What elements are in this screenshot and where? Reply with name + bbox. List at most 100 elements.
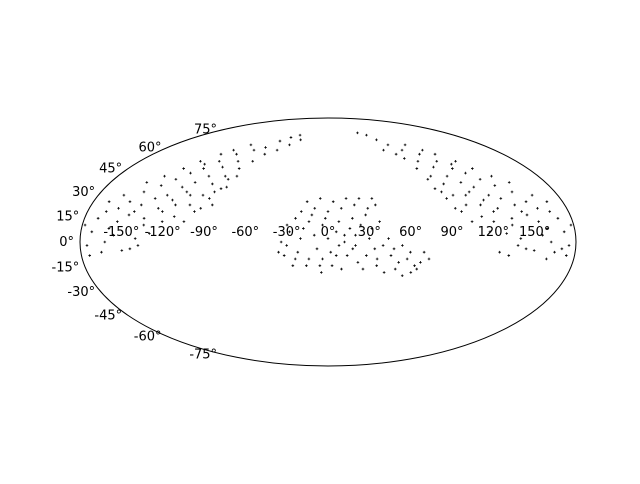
x-tick-label: -150° — [103, 225, 139, 240]
data-point — [139, 203, 143, 207]
data-point — [560, 247, 564, 251]
data-point — [370, 197, 374, 200]
data-point — [368, 237, 371, 240]
data-point — [278, 139, 282, 143]
data-point — [386, 143, 390, 147]
data-point — [548, 210, 552, 213]
data-point — [389, 254, 393, 257]
data-point — [415, 167, 419, 170]
data-point — [211, 182, 214, 186]
data-point — [479, 203, 482, 207]
data-point — [519, 237, 523, 240]
data-point — [182, 167, 185, 170]
data-point — [545, 200, 549, 203]
data-point — [387, 237, 390, 240]
data-point — [334, 254, 338, 257]
data-point — [282, 254, 286, 257]
data-point — [330, 264, 334, 268]
data-point — [510, 190, 514, 194]
data-point — [296, 250, 300, 254]
data-point — [312, 233, 316, 237]
data-point — [354, 233, 357, 237]
data-point — [104, 210, 108, 213]
data-point — [345, 254, 349, 257]
data-point — [401, 244, 404, 247]
data-point — [381, 244, 385, 247]
data-point — [85, 244, 89, 247]
data-point — [337, 220, 341, 223]
data-point — [496, 206, 500, 210]
data-point — [464, 203, 468, 207]
data-point — [397, 261, 400, 264]
data-point — [365, 254, 368, 257]
data-point — [569, 223, 573, 227]
data-point — [203, 162, 206, 166]
data-point — [320, 271, 323, 274]
data-point — [453, 206, 457, 210]
x-tick-label: -90° — [190, 225, 218, 240]
data-point — [351, 216, 354, 220]
data-point — [210, 203, 214, 207]
data-point — [510, 216, 514, 220]
data-point — [279, 240, 283, 244]
data-point — [96, 216, 100, 220]
data-point — [418, 152, 421, 156]
data-point — [153, 197, 157, 200]
data-point — [472, 185, 476, 189]
data-point — [288, 230, 291, 234]
data-point — [471, 167, 474, 170]
data-point — [429, 174, 433, 178]
y-tick-label: 30° — [72, 185, 95, 200]
data-point — [133, 210, 136, 213]
data-point — [307, 220, 311, 223]
data-point — [185, 190, 189, 194]
data-point — [524, 247, 528, 251]
data-point — [226, 177, 230, 181]
y-tick-label: 75° — [194, 123, 217, 138]
data-point — [343, 233, 346, 237]
y-tick-label: -45° — [94, 308, 122, 323]
data-point — [107, 227, 111, 230]
data-point — [409, 250, 412, 254]
data-point — [305, 264, 308, 268]
data-point — [498, 250, 501, 254]
x-tick-label: 120° — [478, 225, 509, 240]
data-point — [208, 197, 211, 200]
data-point — [307, 257, 311, 261]
data-point — [553, 250, 556, 254]
data-point — [112, 233, 115, 237]
y-tick-label: -60° — [134, 330, 162, 345]
data-point — [232, 148, 235, 152]
data-point — [291, 264, 295, 268]
data-point — [142, 223, 146, 227]
y-tick-label: -15° — [52, 260, 80, 275]
data-point — [90, 230, 94, 234]
data-point — [321, 223, 324, 227]
data-point — [426, 177, 430, 181]
y-tick-label: -30° — [67, 285, 95, 300]
map-boundary — [79, 117, 577, 367]
y-tick-label: 0° — [59, 235, 74, 250]
data-point — [445, 197, 448, 200]
data-point — [193, 210, 196, 213]
data-point — [405, 257, 409, 261]
data-point — [400, 148, 404, 152]
data-point — [536, 206, 539, 210]
data-point — [159, 184, 163, 187]
data-point — [507, 254, 511, 257]
data-point — [440, 190, 443, 194]
data-point — [219, 152, 223, 156]
data-point — [199, 159, 202, 163]
data-point — [277, 250, 280, 254]
data-point — [337, 244, 341, 247]
data-point — [520, 210, 523, 213]
data-point — [450, 162, 453, 166]
data-point — [507, 181, 511, 184]
data-point — [435, 159, 439, 163]
data-point — [313, 206, 317, 210]
data-point — [422, 250, 426, 254]
data-point — [217, 159, 221, 163]
y-tick-label: 60° — [138, 140, 161, 155]
